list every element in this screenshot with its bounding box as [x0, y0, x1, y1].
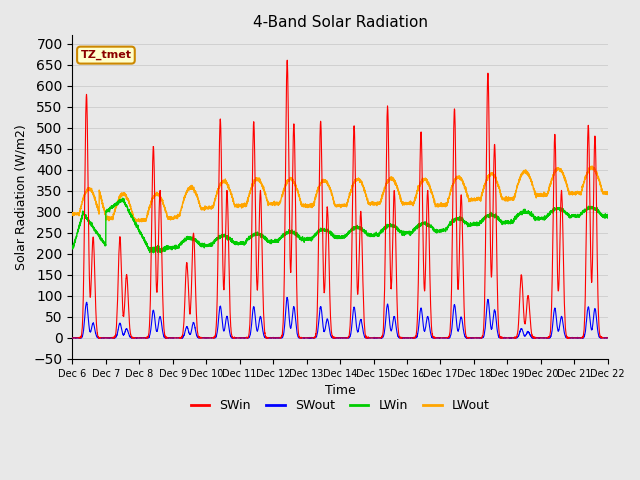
Legend: SWin, SWout, LWin, LWout: SWin, SWout, LWin, LWout — [186, 395, 495, 418]
Y-axis label: Solar Radiation (W/m2): Solar Radiation (W/m2) — [15, 124, 28, 270]
Title: 4-Band Solar Radiation: 4-Band Solar Radiation — [253, 15, 428, 30]
Text: TZ_tmet: TZ_tmet — [81, 50, 131, 60]
X-axis label: Time: Time — [324, 384, 355, 397]
